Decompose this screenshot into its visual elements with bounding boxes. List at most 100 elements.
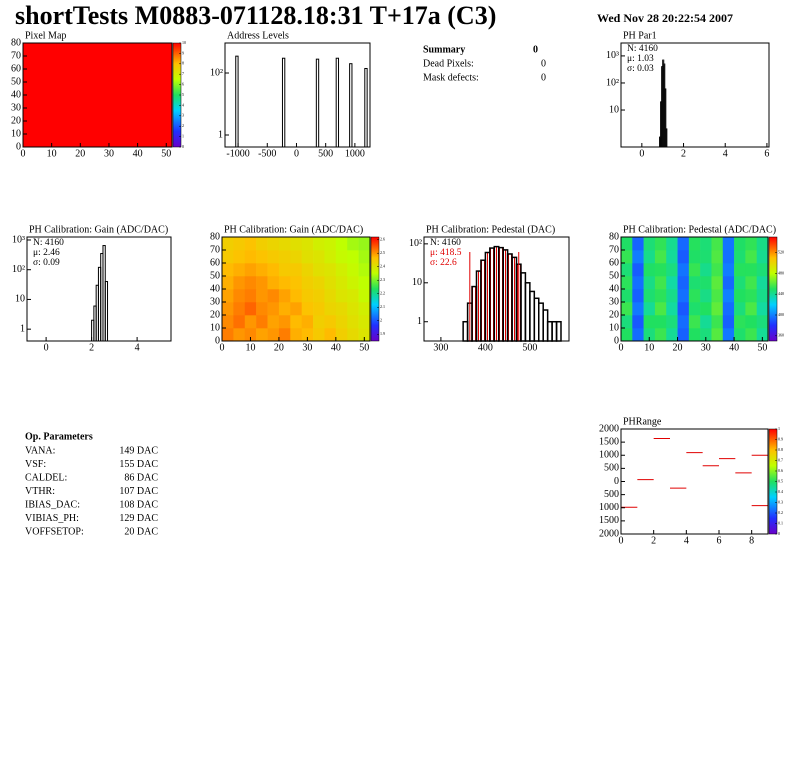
y-tick-label: 40 <box>11 89 21 100</box>
heat-cell <box>745 328 757 342</box>
heat-cell <box>688 237 701 251</box>
z-tick-label: 3 <box>182 113 184 118</box>
y-tick-label: 1 <box>218 129 223 140</box>
stat-line: N: 4160 <box>33 238 64 248</box>
heat-cell <box>711 250 724 264</box>
heat-cell <box>324 276 337 290</box>
heat-cell <box>722 276 735 290</box>
hist-bin <box>555 320 562 342</box>
heat-cell <box>734 263 746 277</box>
stat-line: N: 4160 <box>627 44 658 54</box>
heat-cell <box>711 328 724 342</box>
x-tick-label: 30 <box>701 342 711 353</box>
heat-cell <box>358 237 371 251</box>
heat-cell <box>654 237 667 251</box>
y-tick-label: 10² <box>606 77 619 88</box>
heat-cell <box>267 250 280 264</box>
y-tick-label: 10 <box>210 322 220 333</box>
heat-cell <box>324 315 337 329</box>
z-tick-label: 0.6 <box>778 468 783 473</box>
heat-cell <box>358 315 371 329</box>
heat-cell <box>244 237 257 251</box>
heat-cell <box>267 328 280 342</box>
y-tick-label: 10² <box>210 67 223 78</box>
heat-cell <box>256 328 268 342</box>
panel-title: PH Calibration: Gain (ADC/DAC) <box>29 224 168 235</box>
op-name: VSF: <box>25 459 46 470</box>
heat-cell <box>621 315 633 329</box>
heat-cell <box>632 302 644 316</box>
z-tick-label: 0.2 <box>778 510 783 515</box>
op-value: 86 DAC <box>124 472 158 483</box>
z-tick-label: 0.3 <box>778 499 783 504</box>
heat-cell <box>666 237 678 251</box>
x-tick-label: 30 <box>302 342 312 353</box>
heat-cell <box>745 302 757 316</box>
heat-cell <box>256 250 268 264</box>
z-tick-label: 1.9 <box>380 331 385 336</box>
y-tick-label: 1 <box>20 323 25 334</box>
heat-cell <box>313 263 325 277</box>
heat-cell <box>654 276 667 290</box>
y-tick-label: 20 <box>609 309 619 320</box>
stat-line: μ: 1.03 <box>627 54 654 64</box>
heat-cell <box>654 289 667 303</box>
y-tick-label: 10³ <box>606 50 619 61</box>
x-tick-label: 300 <box>433 342 448 353</box>
heat-cell <box>734 237 746 251</box>
z-tick-label: 0.4 <box>778 489 783 494</box>
heat-cell <box>313 328 325 342</box>
spike <box>364 67 368 148</box>
x-tick-label: 50 <box>161 148 171 159</box>
heat-cell <box>621 263 633 277</box>
heat-cell <box>233 250 246 264</box>
heat-cell <box>654 263 667 277</box>
heat-cell <box>688 302 701 316</box>
heat-cell <box>745 289 757 303</box>
y-tick-label: 0 <box>614 476 619 487</box>
spike <box>281 57 286 148</box>
heat-cell <box>278 263 291 277</box>
summary-label: Mask defects: <box>423 72 479 83</box>
z-tick-label: 2.2 <box>380 291 385 296</box>
y-tick-label: 40 <box>210 283 220 294</box>
heat-cell <box>222 289 234 303</box>
heat-cell <box>358 263 371 277</box>
heat-cell <box>244 263 257 277</box>
heat-cell <box>278 328 291 342</box>
z-tick-label: 2 <box>182 123 184 128</box>
heat-cell <box>23 43 173 148</box>
heat-cell <box>324 263 337 277</box>
heat-cell <box>290 237 302 251</box>
heat-cell <box>335 276 348 290</box>
heat-cell <box>358 328 371 342</box>
z-tick-label: 0.8 <box>778 447 783 452</box>
heat-cell <box>722 237 735 251</box>
heat-cell <box>335 315 348 329</box>
heat-cell <box>301 328 314 342</box>
heat-cell <box>688 250 701 264</box>
heat-cell <box>734 328 746 342</box>
heat-cell <box>666 263 678 277</box>
summary-value: 0 <box>541 58 546 69</box>
heat-cell <box>722 289 735 303</box>
op-value: 20 DAC <box>124 526 158 537</box>
stat-line: μ: 418.5 <box>430 248 462 258</box>
heat-cell <box>700 263 712 277</box>
heat-cell <box>700 250 712 264</box>
summary-label: Dead Pixels: <box>423 58 474 69</box>
y-tick-label: 1000 <box>599 502 619 513</box>
heat-cell <box>256 237 268 251</box>
heat-cell <box>677 315 690 329</box>
heat-cell <box>688 328 701 342</box>
stat-line: σ: 22.6 <box>430 258 457 268</box>
heat-cell <box>256 302 268 316</box>
heat-cell <box>335 237 348 251</box>
z-tick-label: 400 <box>778 312 784 317</box>
x-tick-label: 2 <box>681 148 686 159</box>
heat-cell <box>643 289 656 303</box>
heat-cell <box>734 289 746 303</box>
color-bar <box>370 236 380 342</box>
z-tick-label: 2.1 <box>380 304 385 309</box>
heat-cell <box>222 302 234 316</box>
